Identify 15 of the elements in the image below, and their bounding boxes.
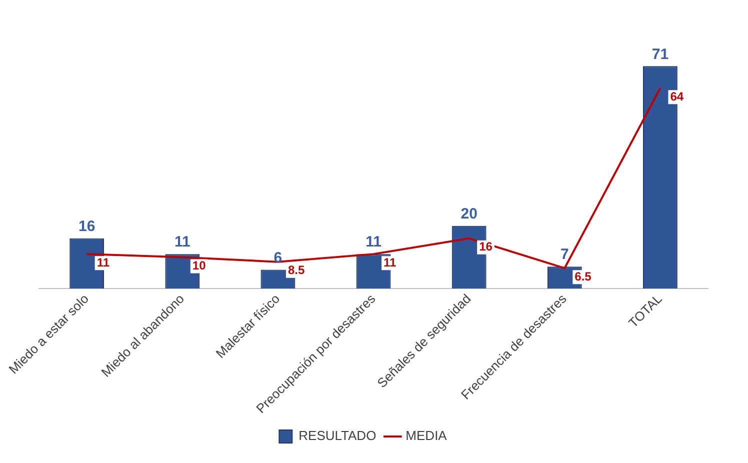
data-label: 16 [78,218,96,236]
data-label: 20 [460,206,478,223]
legend-label: MEDIA [406,428,448,444]
data-label: 11 [384,255,397,270]
data-label: 7 [560,246,569,264]
data-label: 8.5 [288,263,305,278]
data-label: 11 [96,255,110,270]
data-label: 6.5 [574,269,592,284]
data-label: 10 [192,258,206,273]
data-label: 11 [174,234,190,251]
data-label: 11 [366,234,382,251]
data-label: 64 [670,89,684,104]
legend-label: RESULTADO [298,428,376,444]
data-label: 16 [479,240,493,254]
data-label: 71 [652,46,669,63]
